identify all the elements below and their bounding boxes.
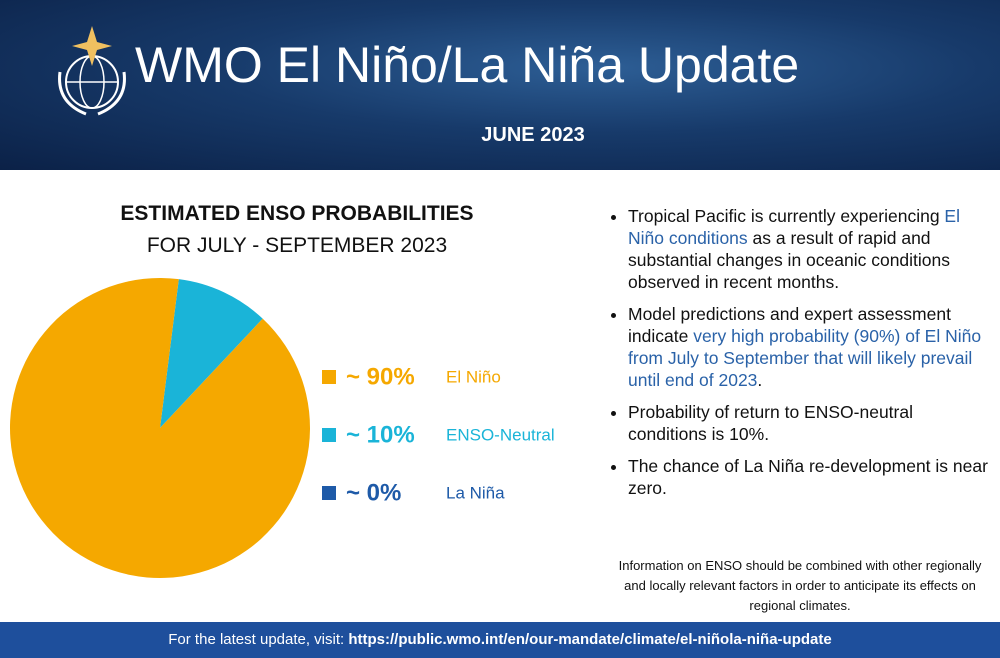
bullet-text: The chance of La Niña re-development is … (628, 456, 988, 498)
highlight-text: El Niño conditions (628, 206, 960, 248)
bullet: Tropical Pacific is currently experienci… (628, 205, 995, 293)
value-label: ~ 10% (346, 421, 415, 448)
footer-url: https://public.wmo.int/en/our-mandate/cl… (348, 631, 832, 648)
legend-swatch (322, 370, 336, 384)
chart: ~ 90% El Niño ~ 10% ENSO-Neutral ~ 0% La Niña (9, 278, 555, 578)
bullet-text: Model predictions and expert assessment … (628, 304, 951, 346)
note: Information on ENSO should be combined w… (618, 558, 982, 613)
legend-label: El Niño (446, 367, 501, 386)
pie-slice (160, 279, 263, 428)
pie-slice (9, 278, 310, 578)
chart-subtitle: FOR JULY - SEPTEMBER 2023 (146, 234, 448, 257)
legend-swatch (322, 428, 336, 442)
value-label: ~ 0% (346, 479, 401, 506)
bullet: Probability of return to ENSO-neutral co… (628, 401, 995, 445)
bullet-list: Tropical Pacific is currently experienci… (600, 205, 995, 509)
bullet: The chance of La Niña re-development is … (628, 455, 995, 499)
footer: For the latest update, visit: https://pu… (0, 622, 1000, 658)
header: WMO El Niño/La Niña Update JUNE 2023 (0, 0, 1000, 170)
wmo-logo (58, 26, 126, 116)
footer-text: For the latest update, visit: (168, 631, 349, 648)
bullet-text: as a result of rapid and substantial cha… (628, 228, 951, 292)
chart-title: ESTIMATED ENSO PROBABILITIES (120, 202, 474, 225)
value-label: ~ 90% (346, 363, 415, 390)
header-date: JUNE 2023 (481, 124, 585, 146)
header-title: WMO El Niño/La Niña Update (135, 37, 800, 93)
legend-label: ENSO-Neutral (446, 425, 555, 444)
legend-swatch (322, 486, 336, 500)
bullet-text: Tropical Pacific is currently experienci… (628, 206, 945, 226)
bullet-text: . (757, 370, 763, 390)
bullet: Model predictions and expert assessment … (628, 303, 995, 391)
bullet-text: Probability of return to ENSO-neutral co… (628, 402, 913, 444)
highlight-text: very high probability (90%) of El Niño f… (628, 326, 982, 390)
legend-label: La Niña (446, 483, 505, 502)
